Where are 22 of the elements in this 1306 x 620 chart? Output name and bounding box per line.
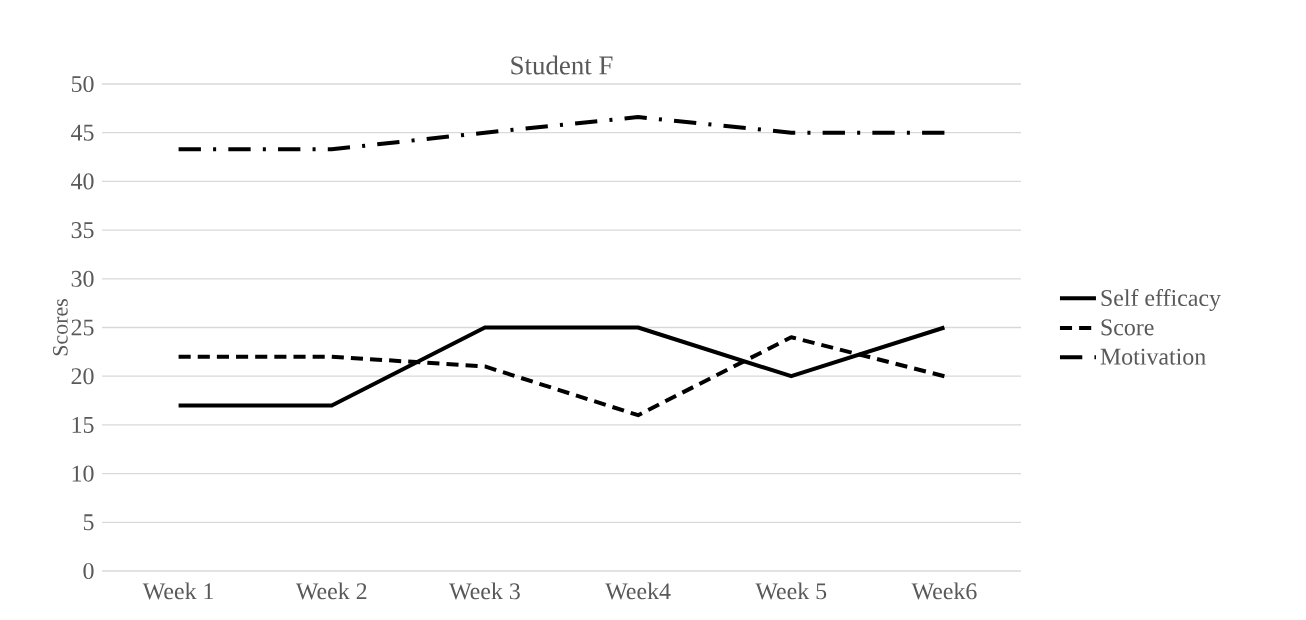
y-tick-label: 30	[71, 270, 94, 287]
x-tick-label: Week 2	[295, 582, 367, 600]
y-tick-label: 0	[83, 562, 94, 580]
y-tick-label: 35	[71, 222, 94, 239]
y-axis-title: Scores	[53, 299, 68, 356]
legend-label: Score	[1101, 319, 1154, 336]
x-tick-label: Week6	[911, 582, 977, 600]
y-tick-label: 10	[72, 465, 94, 482]
x-tick-label: Week 5	[755, 582, 827, 600]
y-tick-label: 45	[71, 124, 94, 141]
y-tick-label: 20	[71, 368, 94, 385]
legend-label: Self efficacy	[1101, 289, 1221, 312]
chart-title: Student F	[511, 55, 613, 75]
y-tick-label: 15	[72, 416, 94, 433]
y-tick-label: 5	[83, 514, 94, 531]
legend-label: Motivation	[1100, 348, 1206, 365]
x-tick-label: Week 3	[449, 582, 520, 600]
y-tick-label: 50	[71, 75, 94, 93]
y-tick-label: 40	[71, 173, 94, 190]
y-tick-label: 25	[71, 319, 94, 336]
x-tick-label: Week4	[605, 582, 671, 600]
x-tick-label: Week 1	[142, 582, 214, 600]
